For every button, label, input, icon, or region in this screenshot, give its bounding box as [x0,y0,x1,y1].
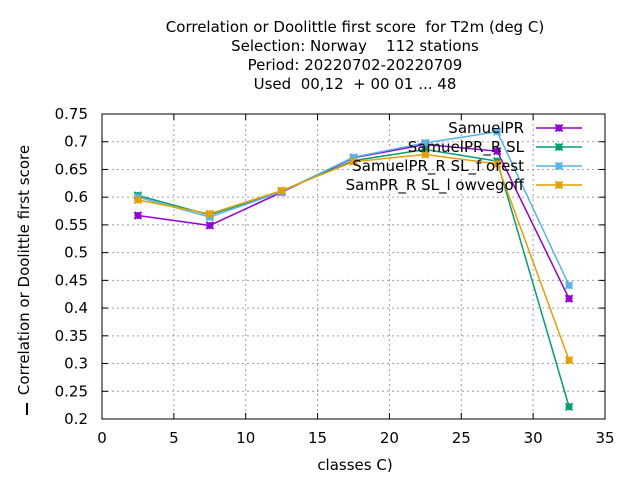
x-tick-label: 25 [452,429,471,447]
legend-label-4: SamPR_R SL_l owvegoff [346,176,525,195]
y-tick-label: 0.3 [64,355,88,373]
title-line-2: Selection: Norway 112 stations [231,37,479,55]
legend-label-3: SamuelPR_R SL_f orest [352,157,524,176]
legend-marker-3 [554,161,564,171]
y-tick-label: 0.2 [64,410,88,428]
y-tick-label: 0.7 [64,133,88,151]
legend-marker-2 [554,142,564,152]
y-tick-label: 0.35 [55,327,88,345]
y-tick-label: 0.5 [64,244,88,262]
series-4-point [493,159,502,169]
legend-label-2: SamuelPR_R SL [408,138,525,157]
series-1-point [133,211,143,220]
y-tick-label: 0.25 [55,382,88,400]
x-axis-label: classes C) [317,456,393,474]
x-tick-label: 15 [308,429,327,447]
x-tick-label: 35 [595,429,614,447]
series-2-point [564,402,574,412]
y-tick-label: 0.65 [55,160,88,178]
y-tick-label: 0.75 [55,105,88,123]
plot-frame [101,113,606,420]
x-tick-label: 20 [380,429,399,447]
y-axis-label: Correlation or Doolittle first score [15,144,33,396]
y-tick-label: 0.4 [64,299,88,317]
title-line-1: Correlation or Doolittle first score for… [165,18,545,36]
series-4-point [133,195,143,205]
series-4-point [349,157,358,166]
series-1-point [205,221,214,230]
y-tick-label: 0.6 [64,188,88,206]
title-line-3: Period: 20220702-20220709 [247,56,463,74]
legend-marker-1 [554,123,564,133]
legend-label-1: SamuelPR [448,119,524,137]
title-line-4: Used 00,12 + 00 01 ... 48 [253,75,457,93]
legend-marker-4 [554,180,564,190]
series-1-point [564,294,574,303]
series-3-point [493,127,502,136]
series-4-point [564,356,574,365]
y-tick-label: 0.55 [55,216,88,234]
series-4-point [205,209,214,219]
series-3-point [421,138,430,148]
x-tick-label: 30 [524,429,543,447]
series-4-point [277,186,286,195]
x-tick-label: 0 [97,429,107,447]
y-axis-label-mark [26,403,28,415]
x-tick-label: 5 [169,429,179,447]
y-tick-label: 0.45 [55,271,88,289]
series-4-point [421,150,430,159]
x-tick-label: 10 [236,429,255,447]
series-3-point [564,281,574,290]
series-1-point [493,146,502,156]
